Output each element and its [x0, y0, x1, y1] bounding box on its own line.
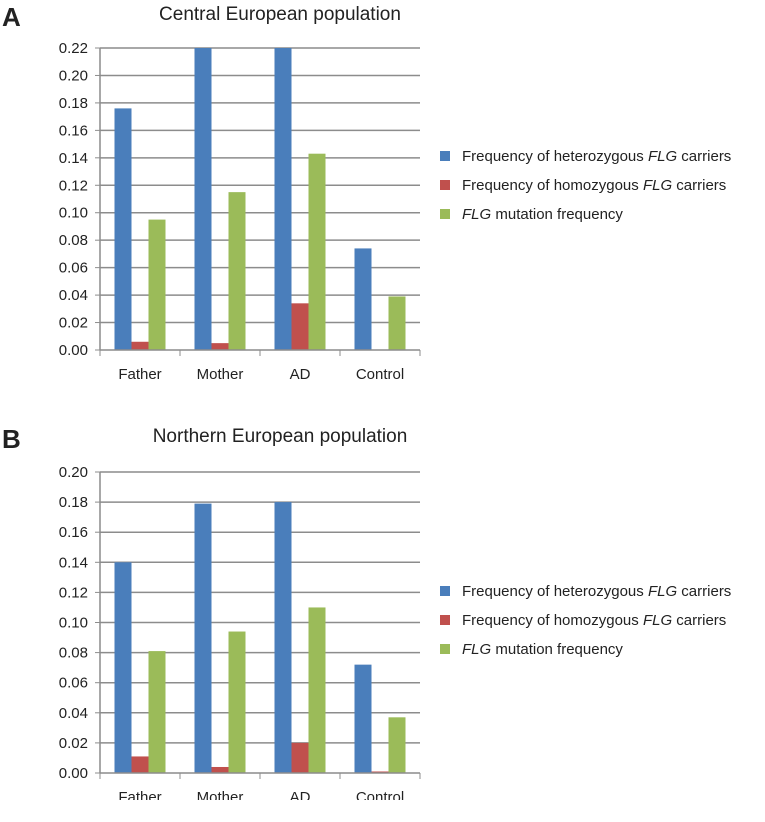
bar: [308, 153, 326, 350]
legend-swatch: [440, 615, 450, 625]
bar: [308, 607, 326, 773]
legend-label-part: FLG: [647, 583, 678, 600]
legend-label: Frequency of homozygous FLG carriers: [462, 612, 726, 629]
bar: [388, 717, 406, 773]
bar: [388, 296, 406, 350]
y-tick-label: 0.10: [59, 205, 88, 222]
x-tick-label: Father: [118, 789, 161, 800]
panel-letter: B: [2, 424, 21, 454]
y-tick-label: 0.14: [59, 150, 88, 167]
y-tick-label: 0.18: [59, 494, 88, 511]
legend-label-part: carriers: [677, 148, 732, 165]
y-tick-label: 0.20: [59, 67, 88, 84]
legend-label-part: mutation frequency: [491, 641, 623, 658]
bar: [194, 503, 212, 773]
y-tick-label: 0.12: [59, 584, 88, 601]
legend-label-part: FLG: [462, 641, 492, 658]
y-tick-label: 0.04: [59, 287, 88, 304]
bar: [114, 108, 132, 351]
y-tick-label: 0.04: [59, 705, 88, 722]
chart-title: Northern European population: [152, 426, 408, 447]
legend: Frequency of heterozygous FLG carriers Fr…: [440, 142, 731, 229]
chart-panel-a: A Central European population 0.00 0.02 0.…: [0, 0, 765, 400]
x-tick-label: Mother: [197, 366, 244, 383]
bar: [211, 343, 229, 350]
legend-label-part: mutation frequency: [491, 206, 623, 223]
legend-item: Frequency of homozygous FLG carriers: [440, 606, 731, 635]
legend-label-part: Frequency of heterozygous: [462, 148, 648, 165]
bar: [131, 341, 149, 350]
legend-label-part: FLG: [647, 148, 678, 165]
bar: [148, 219, 166, 350]
bar: [194, 48, 212, 350]
legend-label: FLG mutation frequency: [462, 641, 623, 658]
y-tick-label: 0.06: [59, 675, 88, 692]
legend-item: Frequency of heterozygous FLG carriers: [440, 577, 731, 606]
y-tick-label: 0.10: [59, 615, 88, 632]
legend-swatch: [440, 151, 450, 161]
legend-swatch: [440, 180, 450, 190]
x-tick-label: Mother: [197, 789, 244, 800]
legend-label-part: Frequency of heterozygous: [462, 583, 648, 600]
legend-item: Frequency of homozygous FLG carriers: [440, 171, 731, 200]
legend-label-part: carriers: [672, 612, 727, 629]
y-tick-label: 0.08: [59, 232, 88, 249]
legend-swatch: [440, 586, 450, 596]
y-tick-label: 0.16: [59, 524, 88, 541]
bar: [211, 766, 229, 773]
x-tick-label: Control: [356, 366, 404, 383]
panel-letter: A: [2, 2, 21, 32]
y-tick-label: 0.18: [59, 95, 88, 112]
bar: [291, 742, 309, 773]
y-tick-label: 0.06: [59, 260, 88, 277]
y-tick-label: 0.02: [59, 735, 88, 752]
legend-swatch: [440, 209, 450, 219]
x-tick-label: Father: [118, 366, 161, 383]
bar: [291, 303, 309, 350]
legend-swatch: [440, 644, 450, 654]
legend-item: Frequency of heterozygous FLG carriers: [440, 142, 731, 171]
legend-item: FLG mutation frequency: [440, 635, 731, 664]
legend-label: Frequency of homozygous FLG carriers: [462, 177, 726, 194]
x-tick-label: AD: [290, 789, 311, 800]
legend-label-part: Frequency of homozygous: [462, 177, 643, 194]
bar: [228, 631, 246, 773]
legend-label-part: FLG: [642, 177, 673, 194]
y-tick-label: 0.20: [59, 464, 88, 481]
bar: [228, 192, 246, 350]
legend-label-part: carriers: [672, 177, 727, 194]
bar: [354, 248, 372, 350]
bar: [274, 48, 292, 350]
y-tick-label: 0.14: [59, 554, 88, 571]
legend-label-part: Frequency of homozygous: [462, 612, 643, 629]
legend-item: FLG mutation frequency: [440, 200, 731, 229]
chart-title: Central European population: [159, 4, 401, 25]
y-tick-label: 0.08: [59, 645, 88, 662]
y-tick-label: 0.02: [59, 315, 88, 332]
legend: Frequency of heterozygous FLG carriers Fr…: [440, 577, 731, 664]
legend-label-part: FLG: [642, 612, 673, 629]
y-tick-label: 0.00: [59, 342, 88, 359]
y-tick-label: 0.12: [59, 177, 88, 194]
bar: [148, 651, 166, 773]
x-tick-label: Control: [356, 789, 404, 800]
bar: [354, 664, 372, 773]
bar: [274, 502, 292, 773]
legend-label-part: FLG: [462, 206, 492, 223]
bar: [131, 756, 149, 773]
x-tick-label: AD: [290, 366, 311, 383]
chart-panel-b: B Northern European population 0.00 0.02 0…: [0, 422, 765, 822]
legend-label: FLG mutation frequency: [462, 206, 623, 223]
y-tick-label: 0.00: [59, 765, 88, 782]
legend-label-part: carriers: [677, 583, 732, 600]
y-tick-label: 0.22: [59, 40, 88, 57]
y-tick-label: 0.16: [59, 122, 88, 139]
bar-chart-a: 0.00 0.02 0.04 0.06 0.08 0.10 0.12 0.14 0.16 0.18…: [59, 40, 421, 383]
legend-label: Frequency of heterozygous FLG carriers: [462, 583, 731, 600]
bar-chart-b: 0.00 0.02 0.04 0.06 0.08 0.10 0.12 0.14 0.16 0.18…: [59, 464, 421, 800]
bar: [114, 562, 132, 773]
legend-label: Frequency of heterozygous FLG carriers: [462, 148, 731, 165]
bar: [371, 771, 389, 773]
